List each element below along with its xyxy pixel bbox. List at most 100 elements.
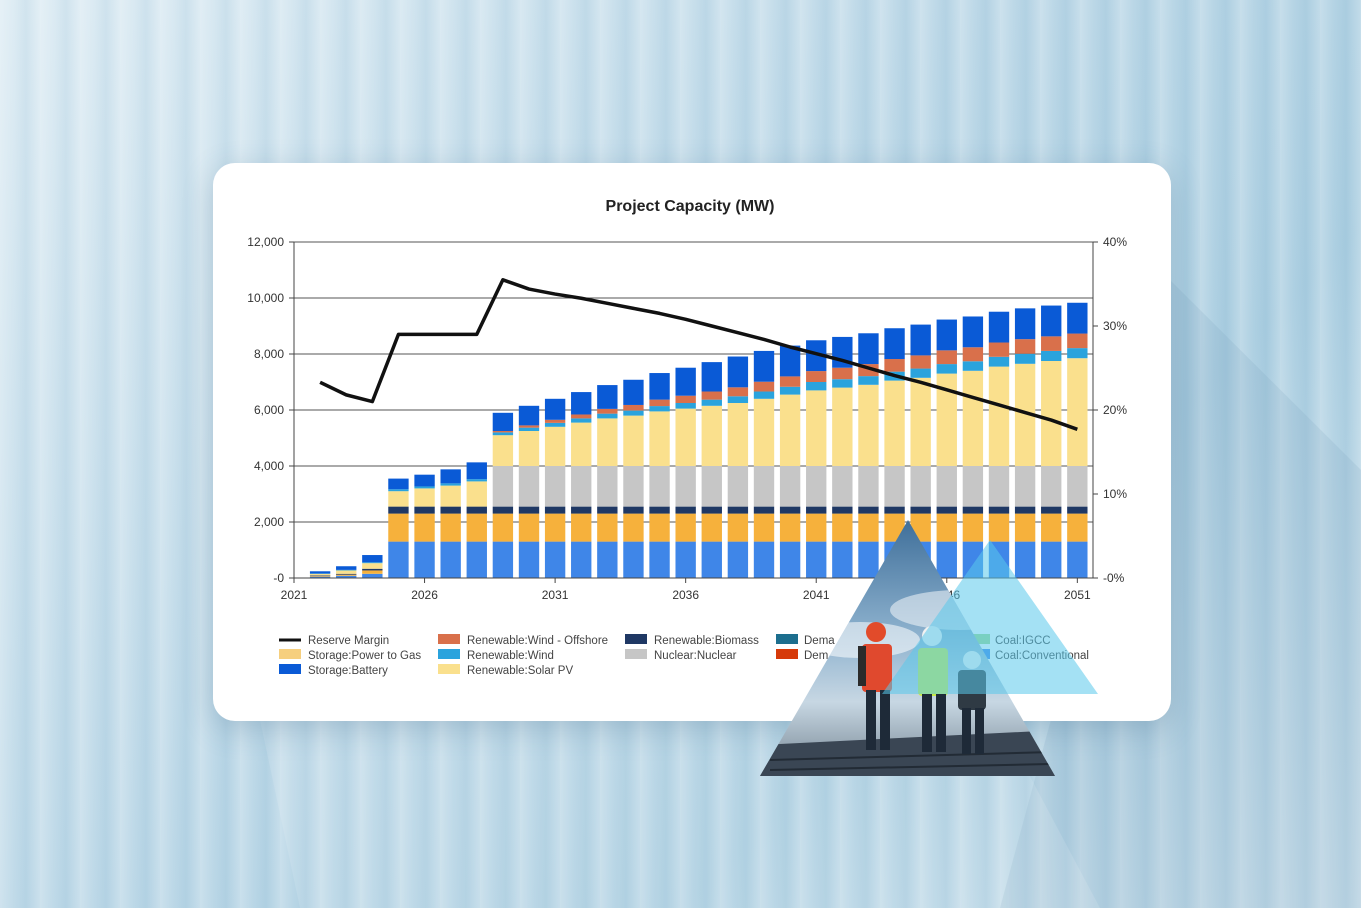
legend-swatch-battery <box>279 664 301 674</box>
bar-segment <box>701 466 722 507</box>
bar-segment <box>623 410 644 416</box>
legend-swatch-wind-offshore <box>438 634 460 644</box>
bar-segment <box>832 387 853 466</box>
bar-segment <box>858 376 879 385</box>
bar-segment <box>544 541 566 578</box>
x-axis-ticks: 2021 2026 2031 2036 2041 2046 2051 <box>281 578 1091 602</box>
bar-segment <box>806 382 827 391</box>
x-tick-label: 2031 <box>542 588 569 602</box>
bar-segment <box>571 414 592 419</box>
bar-segment <box>388 506 409 514</box>
bar-segment <box>362 568 383 571</box>
bar-segment <box>727 403 749 466</box>
bar-segment <box>753 513 775 542</box>
bar-segment <box>779 513 801 542</box>
legend-swatch-demand-2 <box>776 649 798 659</box>
bar-segment <box>309 571 331 574</box>
bar-segment <box>962 347 984 362</box>
bar-segment <box>336 574 357 576</box>
bar-segment <box>832 513 853 542</box>
bar-segment <box>362 555 383 563</box>
bar-segment <box>492 541 514 578</box>
bar-segment <box>858 466 879 507</box>
bar-segment <box>988 513 1010 542</box>
bar-segment <box>518 506 540 514</box>
chart-card: Project Capacity (MW) -0 2,000 4,000 6,000 8… <box>213 163 1171 721</box>
bar-segment <box>962 361 984 371</box>
bar-segment <box>414 506 435 514</box>
bar-segment <box>701 399 722 406</box>
legend-swatch-wind <box>438 649 460 659</box>
y-tick-label: 12,000 <box>247 235 284 249</box>
y-tick-label: -0 <box>273 571 284 585</box>
bar-segment <box>936 466 957 507</box>
bar-segment <box>544 513 566 542</box>
bar-segment <box>1067 333 1088 349</box>
bar-segment <box>988 342 1010 357</box>
bar-segment <box>518 431 540 466</box>
bar-segment <box>571 418 592 423</box>
bar-segment <box>649 399 670 407</box>
bar-segment <box>440 485 461 507</box>
bar-segment <box>884 466 905 507</box>
bar-segment <box>597 541 618 578</box>
bar-segment <box>518 513 540 542</box>
x-tick-label: 2051 <box>1064 588 1091 602</box>
bar-segment <box>753 398 775 466</box>
y-tick-label: 2,000 <box>254 515 284 529</box>
bar-segment <box>832 379 853 388</box>
bar-segment <box>440 513 461 542</box>
bar-segment <box>727 506 749 514</box>
bar-segment <box>1067 541 1088 578</box>
bar-segment <box>571 392 592 415</box>
bar-segment <box>440 483 461 486</box>
bar-segment <box>884 359 905 372</box>
legend-label-solar: Renewable:Solar PV <box>467 665 573 677</box>
bar-segment <box>466 462 487 480</box>
legend: Reserve Margin Storage:Power to Gas Stor… <box>279 634 1089 677</box>
bar-segment <box>962 466 984 507</box>
bar-segment <box>518 425 540 428</box>
legend-label-coal-conventional: Coal:Conventional <box>995 650 1089 662</box>
bar-segment <box>727 356 749 388</box>
bar-segment <box>571 466 592 507</box>
bar-segment <box>675 506 696 514</box>
bar-segment <box>884 328 905 360</box>
bar-segment <box>806 506 827 514</box>
bar-segment <box>571 422 592 466</box>
bar-segment <box>1014 339 1036 354</box>
legend-label-battery: Storage:Battery <box>308 665 388 677</box>
bar-segment <box>623 506 644 514</box>
y-tick-label: 8,000 <box>254 347 284 361</box>
bar-segment <box>388 489 409 492</box>
bar-segment <box>675 541 696 578</box>
bar-segment <box>414 541 435 578</box>
bar-segment <box>1014 466 1036 507</box>
bar-segment <box>858 506 879 514</box>
bar-segment <box>832 506 853 514</box>
bar-segment <box>1067 302 1088 334</box>
bar-segment <box>388 513 409 542</box>
bar-segment <box>806 390 827 466</box>
legend-swatch-power-to-gas <box>279 649 301 659</box>
bar-segment <box>597 385 618 409</box>
bar-segment <box>779 506 801 514</box>
bar-segment <box>649 411 670 466</box>
bar-segment <box>466 506 487 514</box>
bar-segment <box>623 379 644 405</box>
bar-segment <box>597 418 618 466</box>
bar-segment <box>884 541 905 578</box>
bar-segment <box>701 405 722 466</box>
bar-segment <box>466 481 487 507</box>
bar-segment <box>1041 513 1062 542</box>
bar-segment <box>1041 541 1062 578</box>
bar-segment <box>936 513 957 542</box>
legend-label-nuclear: Nuclear:Nuclear <box>654 650 737 662</box>
bar-segment <box>362 562 383 564</box>
bar-segment <box>910 377 931 466</box>
legend-swatch-biomass <box>625 634 647 644</box>
bar-segment <box>988 466 1010 507</box>
bar-segment <box>571 541 592 578</box>
legend-label-wind-offshore: Renewable:Wind - Offshore <box>467 635 608 647</box>
bar-segment <box>388 478 409 490</box>
